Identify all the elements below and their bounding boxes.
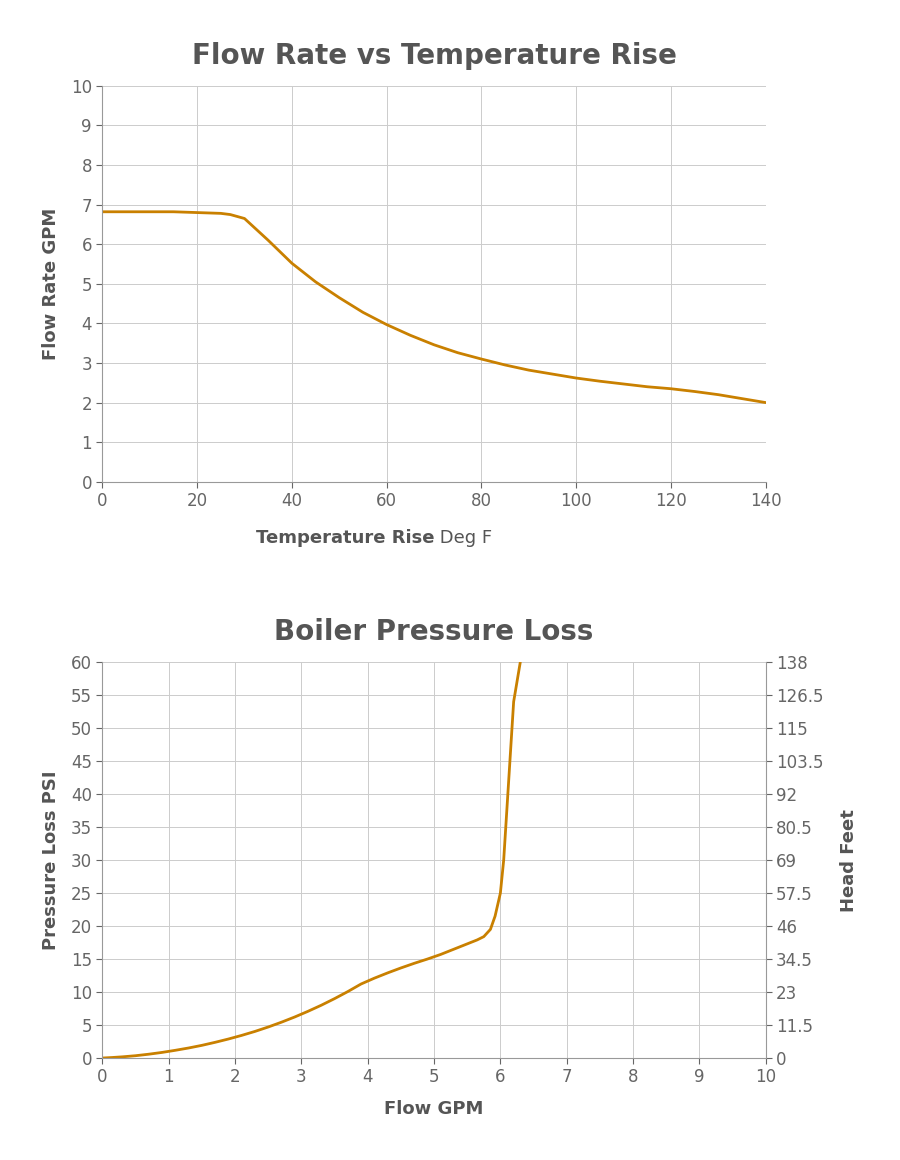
- Text: Deg F: Deg F: [434, 529, 492, 548]
- Title: Flow Rate vs Temperature Rise: Flow Rate vs Temperature Rise: [192, 42, 677, 70]
- Title: Boiler Pressure Loss: Boiler Pressure Loss: [274, 618, 594, 646]
- X-axis label: Flow GPM: Flow GPM: [384, 1101, 483, 1118]
- Y-axis label: Flow Rate GPM: Flow Rate GPM: [41, 208, 59, 360]
- Y-axis label: Head Feet: Head Feet: [841, 809, 859, 912]
- Text: Temperature Rise: Temperature Rise: [256, 529, 434, 548]
- Y-axis label: Pressure Loss PSI: Pressure Loss PSI: [41, 770, 59, 950]
